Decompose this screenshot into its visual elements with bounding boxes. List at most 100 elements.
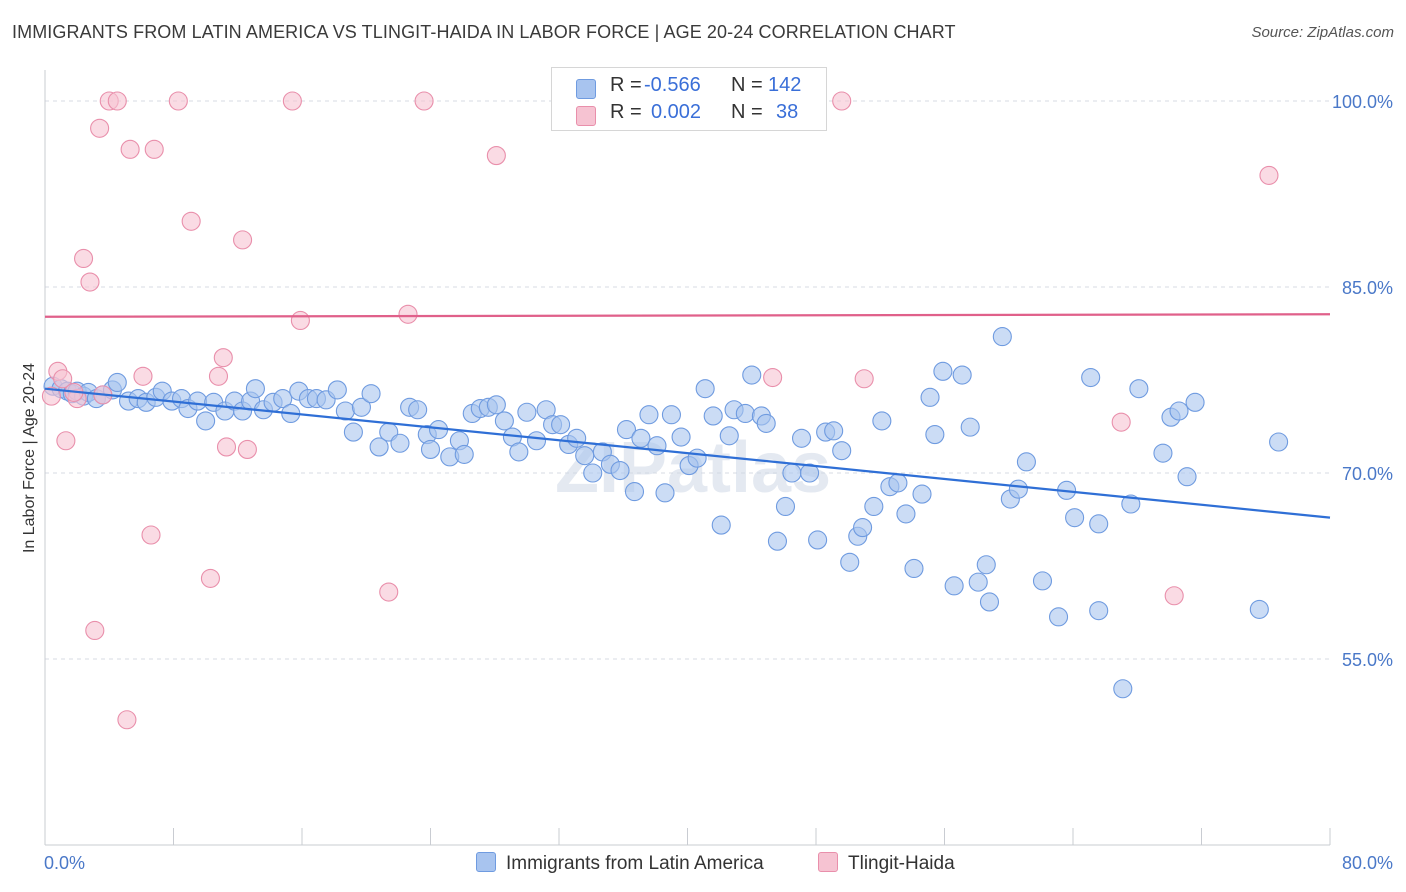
x-tick-label-max: 80.0%: [1342, 853, 1393, 873]
data-point-latin-america: [976, 555, 996, 575]
data-point-latin-america: [196, 411, 216, 431]
data-point-latin-america: [1121, 494, 1141, 514]
data-point-latin-america: [1048, 607, 1069, 627]
data-point-tlingit-haida: [763, 367, 783, 388]
data-point-tlingit-haida: [1111, 412, 1131, 432]
data-point-tlingit-haida: [282, 91, 302, 111]
data-point-tlingit-haida: [168, 91, 188, 111]
bottom-legend-label: Tlingit-Haida: [848, 853, 955, 874]
data-point-latin-america: [711, 515, 731, 535]
legend-r-label: R =: [610, 74, 642, 96]
data-point-latin-america: [742, 365, 762, 385]
data-point-latin-america: [273, 389, 293, 409]
source-label: Source: ZipAtlas.com: [1251, 24, 1394, 41]
data-point-latin-america: [703, 406, 723, 426]
data-point-tlingit-haida: [854, 369, 874, 389]
data-point-latin-america: [944, 576, 964, 596]
y-tick-label: 70.0%: [1342, 464, 1393, 484]
data-point-latin-america: [1065, 508, 1085, 528]
data-point-tlingit-haida: [832, 91, 852, 111]
data-point-latin-america: [853, 518, 873, 538]
data-point-latin-america: [824, 421, 844, 441]
data-point-latin-america: [1089, 514, 1109, 534]
data-point-latin-america: [1269, 432, 1289, 452]
y-tick-label: 100.0%: [1332, 92, 1393, 112]
data-point-latin-america: [343, 422, 363, 442]
data-point-latin-america: [420, 439, 441, 459]
data-point-tlingit-haida: [41, 386, 61, 406]
data-point-tlingit-haida: [117, 710, 137, 730]
data-point-latin-america: [1032, 571, 1053, 591]
pink-swatch-icon: [576, 106, 596, 126]
correlation-legend: R = -0.566 N = 142 R = 0.002 N = 38: [551, 67, 827, 131]
data-point-latin-america: [526, 431, 547, 451]
data-point-tlingit-haida: [85, 620, 105, 641]
data-point-latin-america: [327, 380, 347, 400]
data-point-latin-america: [735, 403, 755, 424]
data-point-latin-america: [864, 496, 884, 517]
legend-n-label: N =: [731, 101, 763, 123]
data-point-latin-america: [979, 592, 1000, 612]
data-point-tlingit-haida: [290, 310, 310, 331]
y-tick-label: 55.0%: [1342, 650, 1393, 670]
data-point-latin-america: [1129, 379, 1149, 399]
data-point-latin-america: [369, 437, 389, 457]
data-point-latin-america: [912, 484, 932, 504]
data-point-tlingit-haida: [233, 230, 253, 250]
data-point-tlingit-haida: [56, 431, 76, 451]
data-point-latin-america: [390, 433, 410, 453]
data-point-latin-america: [351, 397, 371, 417]
data-point-latin-america: [840, 552, 860, 572]
data-point-tlingit-haida: [53, 369, 73, 389]
data-point-tlingit-haida: [208, 366, 229, 386]
data-point-tlingit-haida: [80, 272, 100, 292]
data-point-tlingit-haida: [414, 91, 434, 111]
data-point-latin-america: [647, 436, 667, 456]
data-point-latin-america: [872, 411, 892, 431]
data-point-latin-america: [832, 441, 852, 461]
data-point-tlingit-haida: [398, 304, 418, 324]
data-point-latin-america: [1081, 367, 1101, 388]
data-point-tlingit-haida: [181, 211, 201, 231]
data-point-latin-america: [791, 428, 812, 448]
data-point-latin-america: [188, 391, 208, 411]
legend-r-value: -0.566: [644, 74, 701, 96]
data-point-latin-america: [361, 384, 381, 404]
y-tick-label: 85.0%: [1342, 278, 1393, 298]
data-point-tlingit-haida: [200, 568, 220, 588]
legend-r-label: R =: [610, 101, 642, 123]
legend-r-value: 0.002: [651, 101, 702, 123]
data-point-latin-america: [904, 558, 924, 579]
data-point-latin-america: [1169, 401, 1189, 421]
trend-lines: [44, 313, 1331, 519]
data-point-latin-america: [925, 425, 945, 445]
data-point-tlingit-haida: [1259, 165, 1279, 185]
data-point-latin-america: [782, 463, 802, 483]
y-axis-label: In Labor Force | Age 20-24: [21, 363, 38, 553]
legend-n-label: N =: [731, 74, 763, 96]
trend-line-latin-america: [44, 387, 1331, 519]
data-point-latin-america: [952, 365, 972, 385]
data-point-tlingit-haida: [216, 437, 237, 457]
data-point-latin-america: [671, 427, 691, 447]
data-point-latin-america: [661, 405, 681, 425]
data-point-latin-america: [1016, 452, 1036, 472]
blue-swatch-icon: [576, 79, 596, 99]
data-point-tlingit-haida: [486, 146, 506, 166]
data-point-latin-america: [1089, 601, 1109, 621]
series-tlingit-haida-points: [41, 91, 1279, 730]
data-point-latin-america: [1113, 679, 1133, 699]
data-point-latin-america: [992, 327, 1012, 347]
data-point-latin-america: [960, 417, 980, 437]
data-point-latin-america: [1153, 443, 1173, 463]
data-point-latin-america: [756, 413, 776, 433]
data-point-tlingit-haida: [74, 248, 94, 269]
data-point-latin-america: [639, 405, 659, 425]
data-point-latin-america: [624, 482, 645, 502]
data-point-latin-america: [575, 446, 595, 466]
data-point-latin-america: [767, 531, 788, 551]
data-point-latin-america: [567, 428, 587, 448]
y-axis-tick-labels: 55.0% 70.0% 85.0% 100.0%: [1332, 92, 1393, 670]
bottom-legend-latin-america: Immigrants from Latin America: [476, 852, 764, 876]
